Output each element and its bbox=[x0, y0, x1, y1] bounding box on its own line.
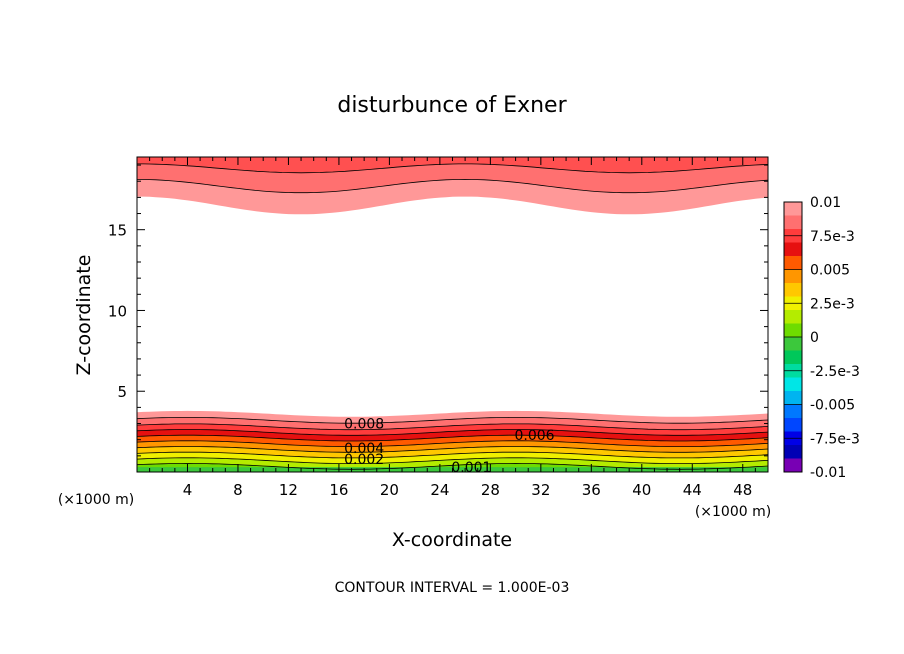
x-tick-label: 24 bbox=[430, 481, 449, 499]
colorbar-swatch bbox=[784, 216, 802, 230]
colorbar-label: -0.01 bbox=[810, 465, 846, 481]
x-unit-right: (×1000 m) bbox=[695, 504, 771, 520]
colorbar-swatch bbox=[784, 405, 802, 419]
colorbar-label: 2.5e-3 bbox=[810, 296, 855, 312]
x-tick-label: 8 bbox=[233, 481, 243, 499]
colorbar-label: -0.005 bbox=[810, 398, 855, 414]
colorbar-swatch bbox=[784, 256, 802, 270]
x-unit-left: (×1000 m) bbox=[58, 492, 134, 508]
colorbar: 0.01 7.5e-3 0.005 2.5e-3 0 -2.5e-3 -0.005 -7.5e… bbox=[784, 195, 860, 481]
colorbar-swatch bbox=[784, 378, 802, 392]
x-tick-label: 48 bbox=[733, 481, 752, 499]
colorbar-swatch bbox=[784, 270, 802, 284]
contour-label: 0.008 bbox=[344, 417, 384, 433]
colorbar-swatch bbox=[784, 418, 802, 432]
colorbar-swatch bbox=[784, 459, 802, 473]
colorbar-label: 0.005 bbox=[810, 263, 850, 279]
colorbar-label: 7.5e-3 bbox=[810, 229, 855, 245]
y-tick-label: 15 bbox=[108, 222, 127, 240]
x-axis-label: X-coordinate bbox=[392, 529, 512, 551]
x-tick-label: 28 bbox=[481, 481, 500, 499]
colorbar-swatch bbox=[784, 351, 802, 365]
contour-interval-note: CONTOUR INTERVAL = 1.000E-03 bbox=[335, 580, 570, 596]
contour-label: 0.001 bbox=[451, 460, 491, 476]
colorbar-swatch bbox=[784, 310, 802, 324]
x-tick-label: 44 bbox=[683, 481, 702, 499]
x-tick-label: 32 bbox=[531, 481, 550, 499]
colorbar-swatch bbox=[784, 243, 802, 257]
colorbar-swatch bbox=[784, 391, 802, 405]
chart-title: disturbunce of Exner bbox=[337, 93, 567, 118]
colorbar-swatch bbox=[784, 337, 802, 351]
x-tick-label: 20 bbox=[380, 481, 399, 499]
x-tick-label: 40 bbox=[632, 481, 651, 499]
colorbar-label: 0.01 bbox=[810, 195, 841, 211]
colorbar-label: 0 bbox=[810, 330, 819, 346]
contour-label: 0.006 bbox=[514, 428, 554, 444]
y-axis-label: Z-coordinate bbox=[73, 255, 95, 376]
colorbar-label: -2.5e-3 bbox=[810, 364, 860, 380]
x-tick-label: 4 bbox=[183, 481, 193, 499]
colorbar-swatch bbox=[784, 324, 802, 338]
colorbar-swatch bbox=[784, 445, 802, 459]
y-tick-label: 10 bbox=[108, 302, 127, 320]
x-tick-label: 36 bbox=[582, 481, 601, 499]
contour-label: 0.002 bbox=[344, 452, 384, 468]
colorbar-swatch bbox=[784, 283, 802, 297]
colorbar-swatch bbox=[784, 202, 802, 216]
x-tick-label: 12 bbox=[279, 481, 298, 499]
x-tick-label: 16 bbox=[329, 481, 348, 499]
y-tick-label: 5 bbox=[117, 383, 127, 401]
colorbar-label: -7.5e-3 bbox=[810, 431, 860, 447]
